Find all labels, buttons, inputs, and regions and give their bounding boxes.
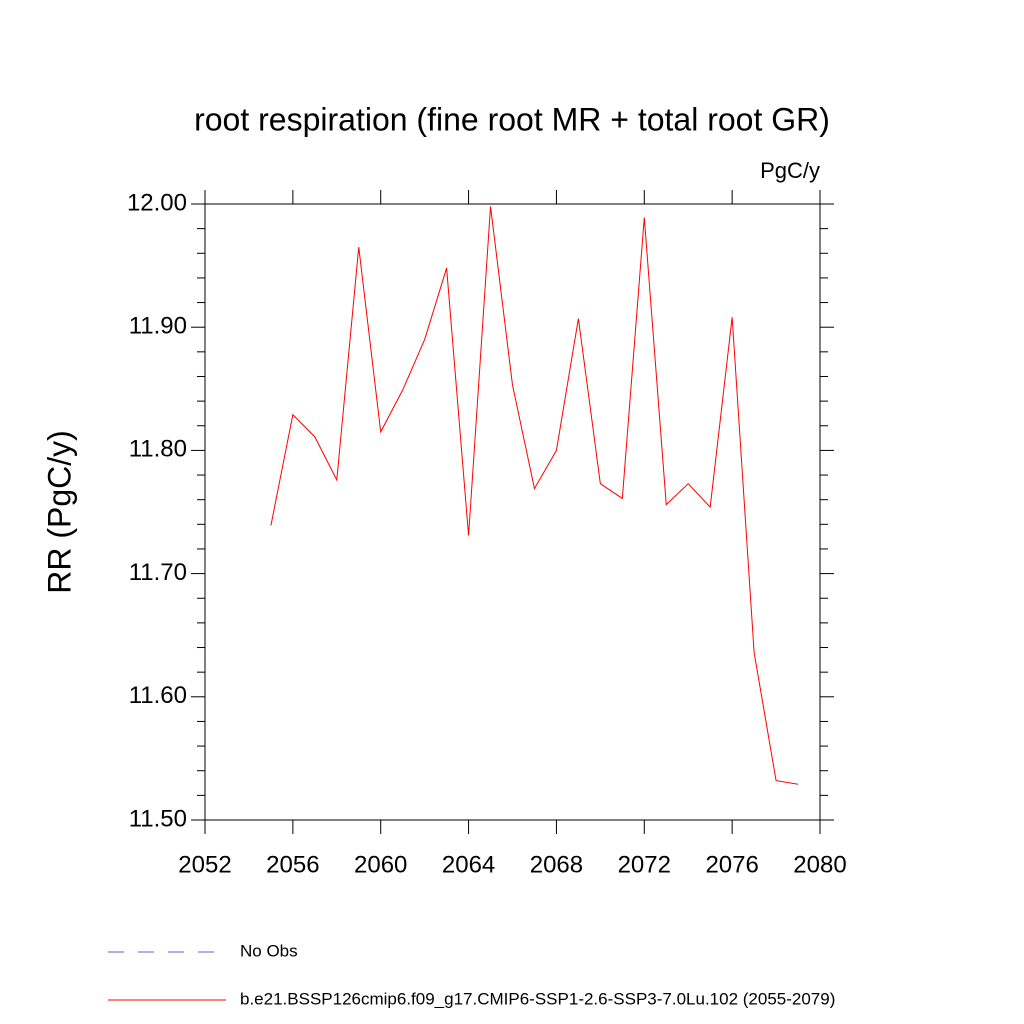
y-tick-label: 11.60	[129, 682, 187, 709]
y-tick-label: 11.70	[129, 559, 187, 586]
plot-frame	[204, 203, 821, 821]
x-tick-label: 2076	[705, 851, 758, 878]
legend-label: No Obs	[240, 941, 298, 960]
x-tick-label: 2052	[178, 851, 231, 878]
x-tick-label: 2060	[354, 851, 407, 878]
y-tick-label: 11.50	[129, 805, 187, 832]
x-tick-label: 2056	[266, 851, 319, 878]
chart-title: root respiration (fine root MR + total r…	[194, 101, 830, 137]
y-tick-label: 11.80	[129, 436, 187, 463]
legend-label: b.e21.BSSP126cmip6.f09_g17.CMIP6-SSP1-2.…	[240, 989, 835, 1008]
x-tick-label: 2064	[442, 851, 495, 878]
x-tick-label: 2072	[618, 851, 671, 878]
units-label: PgC/y	[760, 158, 820, 183]
y-tick-label: 11.90	[129, 313, 187, 340]
x-tick-label: 2068	[530, 851, 583, 878]
y-tick-label: 12.00	[127, 189, 187, 216]
y-axis-label: RR (PgC/y)	[41, 430, 77, 594]
data-line	[270, 206, 799, 785]
x-tick-label: 2080	[793, 851, 846, 878]
